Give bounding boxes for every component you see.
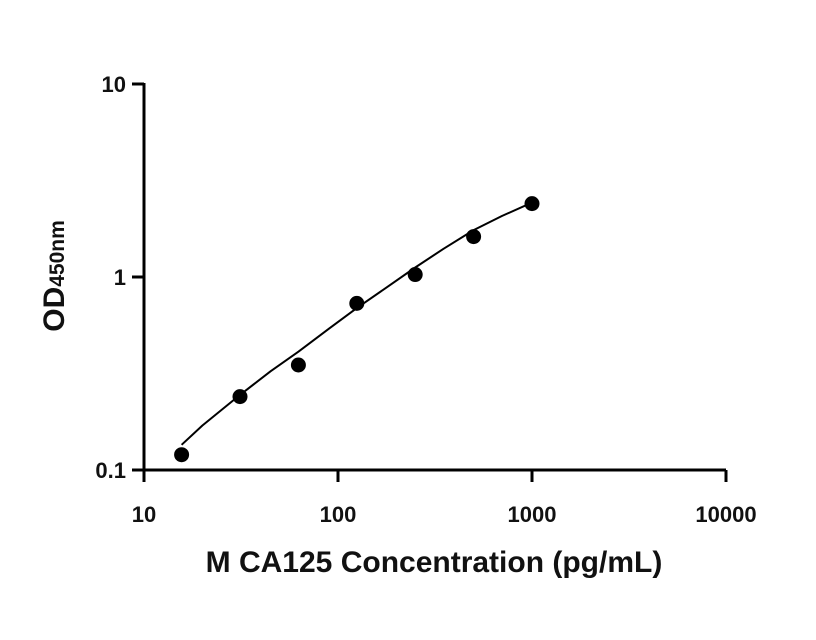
- y-axis-title-main: OD: [38, 287, 71, 332]
- tick-labels: 10 100 1000 10000 0.1 1 10: [95, 72, 756, 527]
- x-tick-label: 10: [132, 502, 156, 527]
- data-point: [524, 196, 540, 212]
- x-tick-label: 1000: [508, 502, 557, 527]
- y-axis-title-subscript: 450nm: [46, 220, 69, 287]
- y-tick-label: 1: [114, 265, 126, 290]
- y-tick-label: 0.1: [95, 458, 126, 483]
- data-point: [290, 357, 306, 373]
- data-point: [174, 447, 190, 463]
- y-axis-title: OD450nm: [38, 220, 71, 332]
- x-tick-label: 10000: [695, 502, 756, 527]
- x-tick-label: 100: [320, 502, 357, 527]
- y-tick-label: 10: [102, 72, 126, 97]
- data-points: [174, 196, 540, 463]
- data-point: [232, 389, 248, 405]
- x-axis-title: M CA125 Concentration (pg/mL): [206, 546, 663, 579]
- data-point: [407, 267, 423, 283]
- data-point: [466, 229, 482, 245]
- data-point: [349, 295, 365, 311]
- axes: [132, 82, 728, 482]
